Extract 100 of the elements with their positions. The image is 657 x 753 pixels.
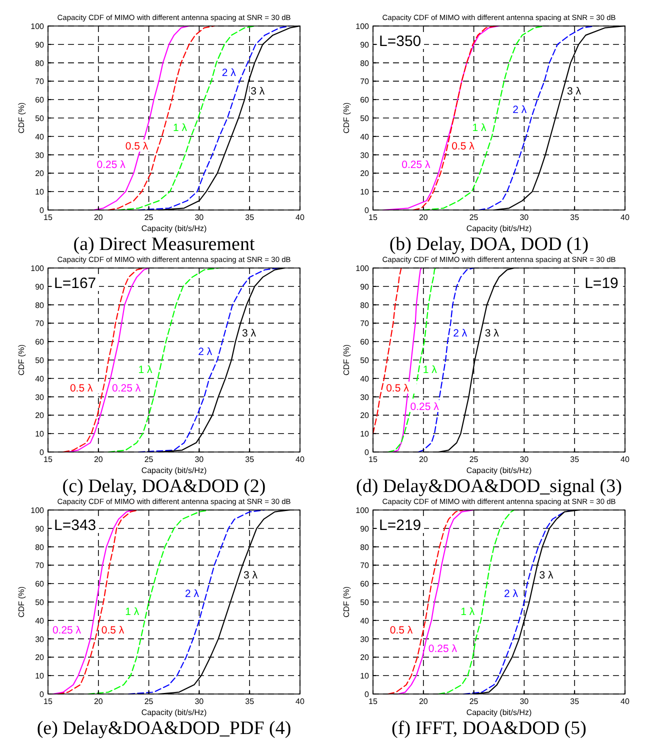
- y-tick-label: 50: [35, 598, 45, 607]
- series-label: 3 λ: [567, 85, 582, 98]
- x-tick-label: 30: [520, 697, 530, 706]
- series-label: 0.5 λ: [390, 624, 414, 637]
- x-tick-label: 35: [570, 455, 580, 464]
- series-label: 0.25 λ: [112, 382, 142, 395]
- y-tick-label: 0: [40, 206, 45, 215]
- x-axis-title: Capacity (bit/s/Hz): [141, 224, 208, 233]
- series-label: 1 λ: [125, 606, 140, 618]
- text: (f) IFFT, DOA&DOD (5): [392, 718, 586, 739]
- y-tick-label: 20: [35, 653, 45, 662]
- x-tick-label: 20: [94, 455, 104, 464]
- x-tick-label: 20: [418, 455, 428, 464]
- x-tick-label: 35: [245, 697, 255, 706]
- y-tick-label: 100: [30, 22, 45, 31]
- series-label: 1 λ: [422, 364, 438, 376]
- x-tick-label: 40: [620, 455, 630, 464]
- x-tick-label: 20: [418, 213, 428, 222]
- x-tick-label: 30: [194, 455, 204, 464]
- y-tick-label: 80: [360, 542, 370, 552]
- y-tick-label: 40: [360, 616, 370, 626]
- series-label: 0.25 λ: [402, 159, 431, 171]
- y-tick-label: 90: [35, 282, 45, 292]
- x-tick-label: 35: [570, 213, 580, 222]
- series-label: 3 λ: [242, 327, 257, 340]
- x-tick-label: 15: [44, 213, 53, 222]
- y-tick-label: 100: [30, 264, 45, 273]
- y-tick-label: 90: [35, 524, 45, 534]
- y-tick-label: 20: [35, 411, 45, 420]
- y-axis-title: CDF (%): [342, 344, 351, 376]
- x-tick-label: 40: [620, 213, 630, 222]
- x-axis-title: Capacity (bit/s/Hz): [141, 466, 208, 475]
- x-tick-label: 30: [194, 697, 204, 706]
- x-tick-label: 25: [469, 697, 479, 706]
- y-tick-label: 80: [360, 300, 370, 310]
- series-label: 3 λ: [539, 569, 554, 582]
- y-tick-label: 70: [360, 319, 370, 328]
- line-series: [118, 25, 256, 211]
- y-tick-label: 0: [364, 690, 370, 699]
- x-axis-title: Capacity (bit/s/Hz): [466, 708, 532, 717]
- series-label: 0.25 λ: [428, 643, 458, 655]
- x-tick-label: 25: [144, 455, 154, 464]
- y-tick-label: 40: [360, 374, 370, 384]
- series-label: 1 λ: [172, 122, 188, 134]
- series-label: 2 λ: [512, 104, 528, 116]
- y-tick-label: 100: [30, 506, 45, 515]
- y-tick-label: 70: [35, 561, 45, 570]
- y-tick-label: 40: [35, 616, 45, 626]
- series-label: 0.5 λ: [101, 624, 125, 637]
- y-tick-label: 80: [35, 542, 45, 552]
- x-tick-label: 35: [245, 213, 255, 222]
- x-tick-label: 35: [245, 455, 255, 464]
- text: (b) Delay, DOA, DOD (1): [389, 234, 589, 255]
- y-axis-title: CDF (%): [17, 344, 26, 376]
- x-tick-label: 30: [520, 455, 530, 464]
- y-tick-label: 10: [360, 188, 370, 197]
- series-label: 0.25 λ: [96, 159, 126, 171]
- y-tick-label: 70: [360, 77, 370, 86]
- line-series: [478, 25, 596, 211]
- y-tick-label: 50: [360, 598, 370, 607]
- y-tick-label: 70: [360, 561, 370, 570]
- series-label: 0.5 λ: [386, 382, 410, 395]
- y-tick-label: 90: [360, 524, 370, 534]
- annotation: L=219: [379, 517, 422, 534]
- y-tick-label: 0: [364, 206, 370, 215]
- y-tick-label: 80: [360, 58, 370, 68]
- x-tick-label: 15: [44, 455, 53, 464]
- y-tick-label: 40: [360, 132, 370, 142]
- series-label: 1 λ: [138, 364, 153, 376]
- series-label: 3 λ: [244, 569, 258, 582]
- y-tick-label: 10: [360, 672, 370, 681]
- y-tick-label: 80: [35, 58, 45, 68]
- series-label: 1 λ: [472, 122, 488, 134]
- series-label: 1 λ: [460, 606, 476, 618]
- y-tick-label: 40: [35, 132, 45, 142]
- y-tick-label: 60: [360, 96, 370, 105]
- y-tick-label: 80: [35, 300, 45, 310]
- y-tick-label: 30: [360, 634, 370, 644]
- y-tick-label: 0: [364, 448, 370, 457]
- y-tick-label: 60: [360, 580, 370, 589]
- y-tick-label: 70: [35, 77, 45, 86]
- y-tick-label: 60: [35, 96, 45, 105]
- series-label: 0.25 λ: [52, 624, 82, 637]
- y-tick-label: 10: [35, 188, 45, 197]
- y-tick-label: 0: [40, 690, 45, 699]
- x-tick-label: 25: [469, 213, 479, 222]
- y-tick-label: 20: [360, 411, 370, 420]
- line-series: [108, 267, 220, 453]
- y-tick-label: 20: [35, 169, 45, 178]
- y-axis-title: CDF (%): [342, 102, 351, 134]
- x-tick-label: 15: [368, 213, 378, 222]
- y-tick-label: 90: [360, 282, 370, 292]
- series-label: 2 λ: [504, 588, 519, 600]
- x-tick-label: 30: [520, 213, 530, 222]
- y-tick-label: 30: [35, 634, 45, 644]
- y-tick-label: 60: [35, 338, 45, 347]
- y-tick-label: 10: [35, 430, 45, 439]
- y-tick-label: 50: [360, 356, 370, 365]
- x-tick-label: 15: [44, 697, 53, 706]
- y-tick-label: 90: [35, 40, 45, 50]
